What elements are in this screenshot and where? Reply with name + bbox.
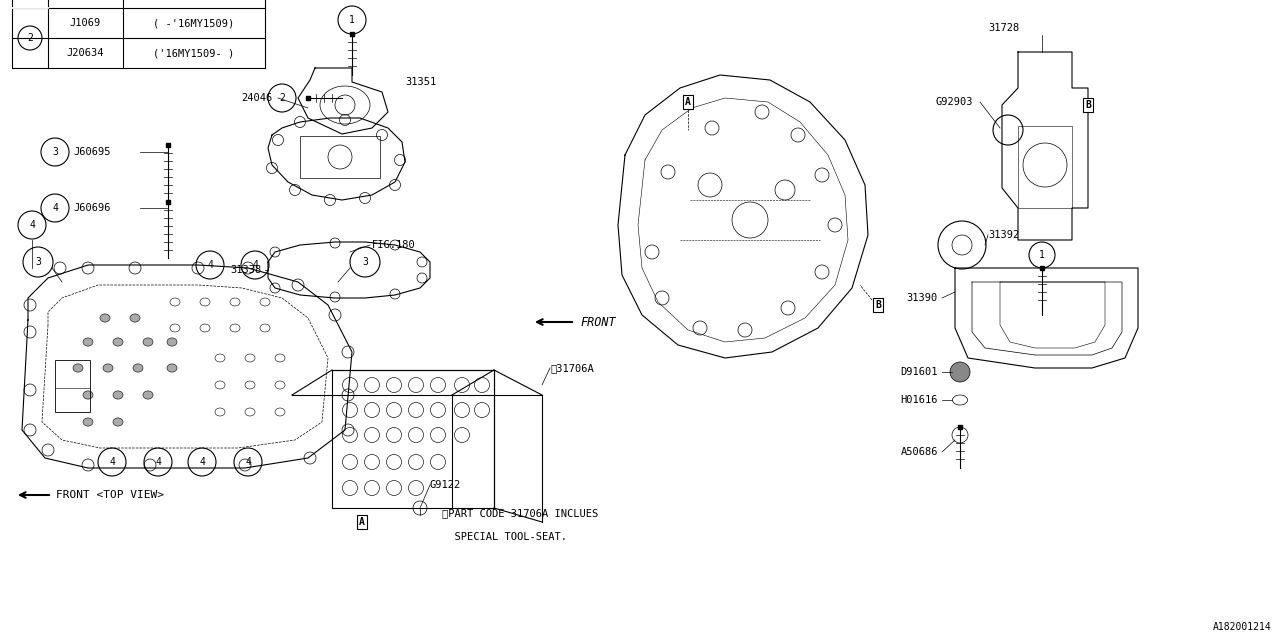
Text: 4: 4 <box>244 457 251 467</box>
Text: G92903: G92903 <box>934 97 973 107</box>
Text: A50686: A50686 <box>901 447 938 457</box>
Text: 31390: 31390 <box>906 293 938 303</box>
Ellipse shape <box>133 364 143 372</box>
Text: J20634: J20634 <box>67 48 104 58</box>
Ellipse shape <box>100 314 110 322</box>
Text: J60695: J60695 <box>73 147 110 157</box>
Ellipse shape <box>131 314 140 322</box>
Text: 4: 4 <box>155 457 161 467</box>
Text: B: B <box>1085 100 1091 110</box>
Ellipse shape <box>143 391 154 399</box>
Ellipse shape <box>83 338 93 346</box>
Text: ( -'16MY1509): ( -'16MY1509) <box>154 18 234 28</box>
Text: FIG.180: FIG.180 <box>372 240 416 250</box>
Ellipse shape <box>166 364 177 372</box>
Bar <box>55 360 90 412</box>
Text: 4: 4 <box>252 260 259 270</box>
Ellipse shape <box>73 364 83 372</box>
Text: 4: 4 <box>29 220 35 230</box>
Text: 24046: 24046 <box>241 93 273 103</box>
Ellipse shape <box>102 364 113 372</box>
Text: 4: 4 <box>200 457 205 467</box>
Text: A182001214: A182001214 <box>1213 622 1272 632</box>
Text: 31351: 31351 <box>404 77 436 87</box>
Text: FRONT <TOP VIEW>: FRONT <TOP VIEW> <box>56 490 164 500</box>
Text: B: B <box>876 300 881 310</box>
Text: 4: 4 <box>109 457 115 467</box>
Text: 2: 2 <box>279 93 285 103</box>
Text: 31728: 31728 <box>988 23 1019 33</box>
Text: ※31706A: ※31706A <box>550 363 594 373</box>
Text: 1: 1 <box>349 15 355 25</box>
Text: 2: 2 <box>27 33 33 43</box>
Text: A: A <box>685 97 691 107</box>
Bar <box>1018 126 1073 208</box>
Text: 4: 4 <box>207 260 212 270</box>
Bar <box>332 370 494 508</box>
Ellipse shape <box>166 338 177 346</box>
Text: G9122: G9122 <box>430 480 461 490</box>
Text: SPECIAL TOOL-SEAT.: SPECIAL TOOL-SEAT. <box>442 532 567 542</box>
Text: J1069: J1069 <box>70 18 101 28</box>
Ellipse shape <box>83 391 93 399</box>
Ellipse shape <box>113 338 123 346</box>
Text: 1: 1 <box>1039 250 1044 260</box>
Text: FRONT: FRONT <box>580 316 616 328</box>
Text: 3: 3 <box>35 257 41 267</box>
Text: 4: 4 <box>52 203 58 213</box>
Text: 3: 3 <box>362 257 367 267</box>
Ellipse shape <box>113 418 123 426</box>
Ellipse shape <box>143 338 154 346</box>
Text: H01616: H01616 <box>901 395 938 405</box>
Ellipse shape <box>113 391 123 399</box>
Text: D91601: D91601 <box>901 367 938 377</box>
Text: A: A <box>360 517 365 527</box>
Text: 31338: 31338 <box>230 265 262 275</box>
Ellipse shape <box>83 418 93 426</box>
Bar <box>300 136 380 178</box>
Text: J60696: J60696 <box>73 203 110 213</box>
Bar <box>12 0 265 68</box>
Circle shape <box>950 362 970 382</box>
Text: 31392: 31392 <box>988 230 1019 240</box>
Text: ('16MY1509- ): ('16MY1509- ) <box>154 48 234 58</box>
Text: ※PART CODE 31706A INCLUES: ※PART CODE 31706A INCLUES <box>442 508 598 518</box>
Text: 3: 3 <box>52 147 58 157</box>
